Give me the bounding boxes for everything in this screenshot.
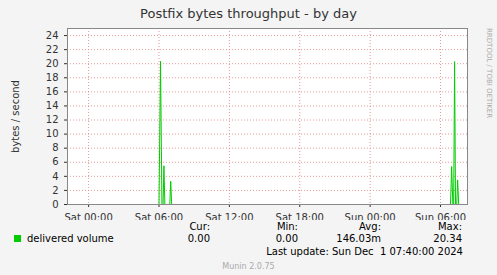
svg-text:Sun 06:00: Sun 06:00: [415, 212, 466, 220]
svg-text:10: 10: [46, 128, 59, 139]
svg-text:bytes / second: bytes / second: [10, 80, 21, 153]
html-text:Min:: Min:: [276, 221, 298, 232]
html-text:Avg:: Avg:: [359, 221, 381, 232]
html-text:delivered volume: delivered volume: [27, 233, 114, 244]
svg-text:18: 18: [46, 72, 59, 83]
svg-text:Sat 12:00: Sat 12:00: [205, 212, 253, 220]
svg-text:20: 20: [46, 58, 59, 69]
html-text:Last update: Sun Dec 1 07:40:0: Last update: Sun Dec 1 07:40:00 2024: [266, 246, 463, 257]
html-text:0.00: 0.00: [275, 233, 298, 244]
html-text:Max:: Max:: [438, 221, 462, 232]
svg-text:2: 2: [52, 185, 58, 196]
svg-text:24: 24: [46, 30, 59, 41]
svg-text:4: 4: [52, 171, 58, 182]
svg-text:0: 0: [52, 199, 58, 210]
html-text:Munin 2.0.75: Munin 2.0.75: [222, 262, 275, 271]
svg-text:Sat 00:00: Sat 00:00: [64, 212, 112, 220]
html-text:20.34: 20.34: [433, 233, 462, 244]
svg-text:16: 16: [46, 86, 59, 97]
svg-text:12: 12: [46, 114, 59, 125]
svg-text:6: 6: [52, 156, 58, 167]
svg-text:22: 22: [46, 44, 59, 55]
svg-text:14: 14: [46, 100, 59, 111]
svg-text:Sat 18:00: Sat 18:00: [276, 212, 324, 220]
html-text:RRDTOOL / TOBI OETIKER: RRDTOOL / TOBI OETIKER: [485, 28, 493, 119]
html-text:0.00: 0.00: [187, 233, 210, 244]
html-text:Cur:: Cur:: [189, 221, 210, 232]
svg-text:Sun 00:00: Sun 00:00: [345, 212, 396, 220]
svg-text:8: 8: [52, 142, 58, 153]
html-text:Postfix bytes throughput - by: Postfix bytes throughput - by day: [140, 6, 357, 21]
html-text:146.03m: 146.03m: [336, 233, 381, 244]
svg-text:Sat 06:00: Sat 06:00: [135, 212, 183, 220]
